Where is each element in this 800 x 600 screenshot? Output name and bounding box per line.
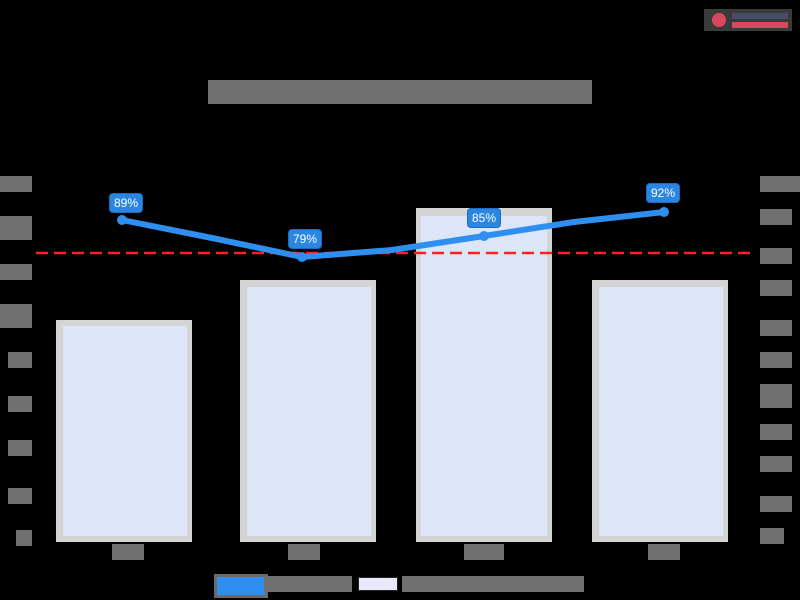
right-axis-tick (760, 320, 792, 336)
right-axis-tick (760, 209, 792, 225)
left-axis-tick (0, 304, 32, 328)
legend-swatch-line (214, 574, 268, 598)
left-axis-tick (8, 352, 32, 368)
left-axis-tick (8, 440, 32, 456)
left-axis-tick (0, 264, 32, 280)
bar-series (56, 208, 728, 542)
brand-logo (704, 9, 792, 31)
right-axis-tick (760, 384, 792, 408)
data-label: 92% (646, 183, 681, 203)
right-axis-tick (760, 424, 792, 440)
right-axis-tick (760, 528, 784, 544)
right-axis-tick (760, 280, 792, 296)
chart-title (208, 80, 592, 104)
data-label: 85% (467, 208, 502, 228)
left-axis-tick (8, 488, 32, 504)
right-axis-tick (760, 496, 792, 512)
left-axis-tick (0, 216, 32, 240)
line-series (121, 209, 665, 260)
right-axis-tick (760, 456, 792, 472)
right-axis-tick (760, 352, 792, 368)
legend-swatch-bar (358, 577, 398, 591)
right-axis-tick (760, 248, 792, 264)
x-axis-label (288, 544, 320, 560)
left-axis-tick (0, 176, 32, 192)
legend-label-line (264, 576, 352, 592)
x-axis-label (112, 544, 144, 560)
left-axis-tick (16, 530, 32, 546)
data-label: 79% (288, 229, 323, 249)
right-axis-tick (760, 176, 800, 192)
data-label: 89% (109, 193, 144, 213)
legend-label-bar (402, 576, 584, 592)
x-axis-label (648, 544, 680, 560)
left-axis-tick (8, 396, 32, 412)
x-axis-label (464, 544, 504, 560)
